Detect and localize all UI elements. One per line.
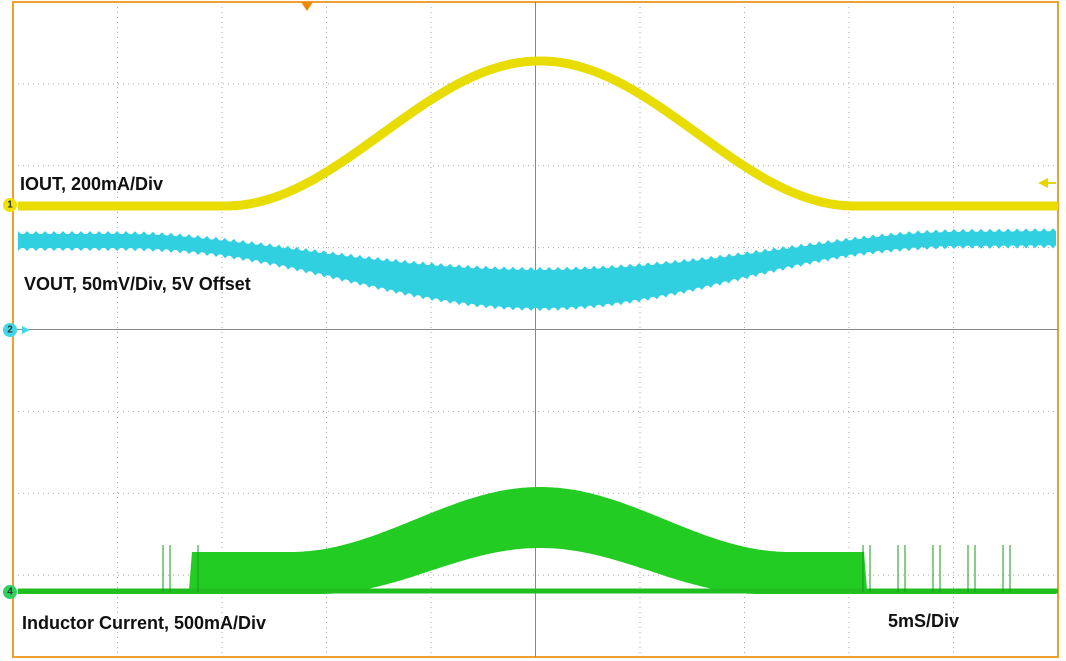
- ch1-marker: [3, 198, 17, 212]
- ch4-marker-label: 4: [7, 587, 13, 598]
- vout-trace: [18, 228, 1056, 311]
- inductor-label: Inductor Current, 500mA/Div: [22, 613, 266, 633]
- vout-label: VOUT, 50mV/Div, 5V Offset: [24, 274, 251, 294]
- ch2-arrow: [22, 326, 30, 334]
- inductor-trace: [18, 487, 1056, 594]
- iout-label: IOUT, 200mA/Div: [20, 174, 163, 194]
- ch2-marker-label: 2: [7, 325, 13, 336]
- trigger-position-marker: [301, 2, 313, 11]
- waveforms: [18, 56, 1058, 594]
- ch2-marker: [3, 323, 17, 337]
- trigger-level-marker: [1038, 178, 1048, 188]
- iout-trace: [18, 56, 1058, 211]
- ch4-marker: [3, 585, 17, 599]
- timebase-label: 5mS/Div: [888, 611, 959, 631]
- ch1-marker-label: 1: [7, 200, 13, 211]
